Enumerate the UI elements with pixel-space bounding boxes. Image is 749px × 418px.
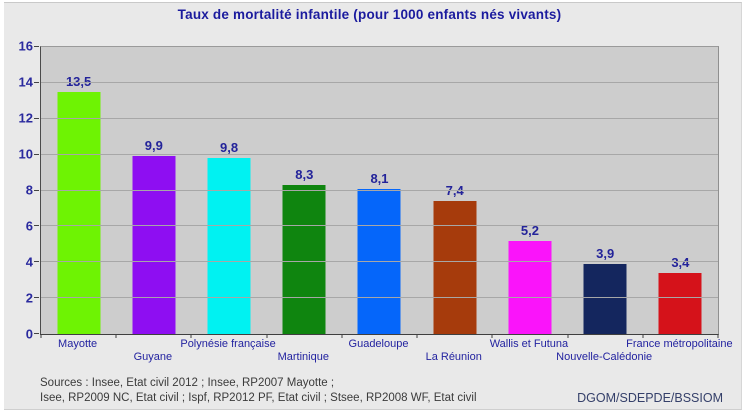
x-axis-label: Guadeloupe	[348, 338, 409, 350]
bar-6	[433, 201, 477, 334]
y-axis-tick-mark	[34, 225, 39, 227]
gridline	[41, 225, 718, 227]
bar-slot: 13,5	[41, 47, 116, 334]
bar-9	[658, 273, 702, 334]
bar-slot: 8,3	[267, 47, 342, 334]
y-axis-tick-mark	[34, 153, 39, 155]
x-axis-tick-mark	[40, 334, 42, 338]
x-axis-label: France métropolitaine	[626, 338, 733, 350]
bar-3	[207, 158, 251, 334]
gridline	[41, 297, 718, 299]
bar-2	[132, 156, 176, 334]
y-axis-tick-label: 8	[25, 182, 33, 198]
x-axis-label: Nouvelle-Calédonie	[556, 351, 653, 363]
gridline	[41, 153, 718, 155]
bar-slot: 9,9	[116, 47, 191, 334]
x-axis-tick-mark	[341, 334, 343, 338]
x-axis-tick-mark	[115, 334, 117, 338]
y-axis-tick-mark	[34, 297, 39, 299]
bar-7	[508, 240, 552, 334]
bar-1	[57, 91, 101, 334]
y-axis-tick-mark	[34, 46, 39, 47]
bar-slot: 9,8	[191, 47, 266, 334]
bar-value-label: 8,3	[295, 167, 314, 183]
credit-text: DGOM/SDEPDE/BSSIOM	[577, 391, 723, 405]
gridline	[41, 189, 718, 191]
x-axis-tick-mark	[190, 334, 192, 338]
bar-slot: 8,1	[342, 47, 417, 334]
bar-value-label: 13,5	[65, 73, 92, 89]
sources-line-2: Isee, RP2009 NC, Etat civil ; Ispf, RP20…	[40, 392, 477, 404]
y-axis-tick-label: 16	[18, 38, 33, 54]
x-axis-label: Martinique	[277, 351, 329, 363]
x-axis-label: Mayotte	[58, 338, 98, 350]
x-axis-tick-mark	[642, 334, 644, 338]
x-axis-tick-mark	[266, 334, 268, 338]
bar-value-label: 8,1	[370, 170, 389, 186]
bar-slot: 3,9	[568, 47, 643, 334]
bar-value-label: 5,2	[520, 222, 539, 238]
x-axis-label: La Réunion	[425, 351, 482, 363]
y-axis-tick-mark	[34, 81, 39, 83]
y-axis-tick-label: 6	[25, 218, 33, 234]
sources-text: Sources : Insee, Etat civil 2012 ; Insee…	[40, 376, 477, 406]
x-axis-label: Wallis et Futuna	[489, 338, 569, 350]
bar-slot: 5,2	[492, 47, 567, 334]
bars-container: 13,5 9,9 9,8 8,3 8,1 7,4 5,2 3,9 3,4	[41, 47, 718, 334]
y-axis-tick-label: 12	[18, 110, 33, 126]
y-axis-tick-label: 0	[25, 326, 33, 342]
x-axis-tick-mark	[491, 334, 493, 338]
bar-value-label: 7,4	[445, 183, 464, 199]
bar-value-label: 3,9	[596, 246, 615, 262]
gridline	[41, 117, 718, 119]
y-axis-tick-label: 2	[25, 290, 33, 306]
y-axis-tick-label: 14	[18, 74, 33, 90]
x-axis-label: Polynésie française	[180, 338, 276, 350]
y-axis-tick-mark	[34, 117, 39, 119]
y-axis-tick-labels: 0 2 4 6 8 10 12 14 16	[0, 40, 33, 341]
bar-slot: 3,4	[643, 47, 718, 334]
bar-8	[583, 264, 627, 334]
x-axis-tick-mark	[717, 334, 719, 338]
y-axis-tick-mark	[34, 261, 39, 263]
sources-line-1: Sources : Insee, Etat civil 2012 ; Insee…	[40, 377, 335, 389]
y-axis-tick-mark	[34, 333, 39, 334]
x-axis-tick-mark	[416, 334, 418, 338]
bar-value-label: 3,4	[671, 255, 690, 271]
bar-4	[282, 185, 326, 334]
y-axis-tick-label: 10	[18, 146, 33, 162]
x-axis-tick-mark	[567, 334, 569, 338]
x-axis-label: Guyane	[133, 351, 173, 363]
bar-value-label: 9,8	[220, 140, 239, 156]
x-axis-labels: Mayotte Guyane Polynésie française Martiniq…	[40, 334, 733, 372]
bar-slot: 7,4	[417, 47, 492, 334]
plot-area: 13,5 9,9 9,8 8,3 8,1 7,4 5,2 3,9 3,4	[34, 46, 719, 338]
bar-value-label: 9,9	[144, 138, 163, 154]
y-axis-tick-label: 4	[25, 254, 33, 270]
gridline	[41, 81, 718, 83]
chart-title: Taux de mortalité infantile (pour 1000 e…	[177, 7, 562, 22]
gridline	[41, 261, 718, 263]
y-axis-tick-mark	[34, 189, 39, 191]
